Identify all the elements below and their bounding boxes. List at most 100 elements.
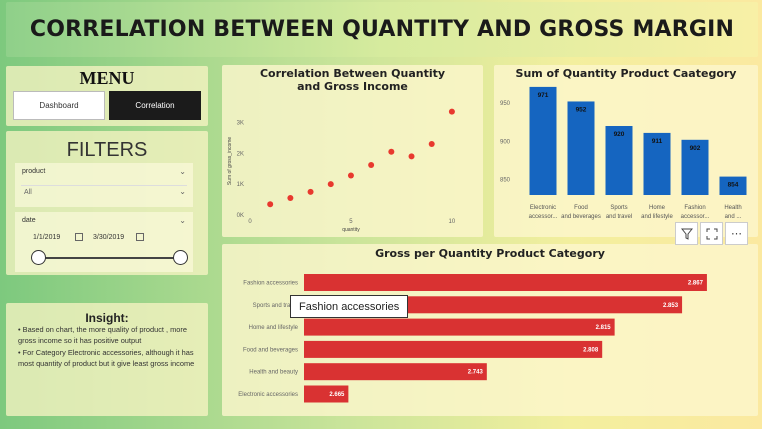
header-banner: CORRELATION BETWEEN QUANTITY AND GROSS M… xyxy=(6,2,758,57)
correlation-button[interactable]: Correlation xyxy=(109,91,201,120)
bar-value-label: 2.665 xyxy=(329,392,345,398)
focus-mode-icon[interactable] xyxy=(700,222,723,245)
x-tick-label: accessor... xyxy=(529,214,558,220)
hbar-chart-title: Gross per Quantity Product Category xyxy=(375,247,605,260)
x-tick-label: 0 xyxy=(248,219,252,225)
insight-list: • Based on chart, the more quality of pr… xyxy=(18,325,206,371)
x-axis-label: quantity xyxy=(342,227,360,233)
bar xyxy=(304,363,487,381)
x-tick-label: 5 xyxy=(349,219,353,225)
menu-title: MENU xyxy=(79,68,135,88)
scatter-chart-title: Correlation Between Quantity and Gross I… xyxy=(259,67,446,93)
product-slicer[interactable]: product ⌄ All ⌄ xyxy=(15,163,193,207)
bar-value-label: 854 xyxy=(728,182,739,189)
y-tick-label: Sports and travel xyxy=(253,303,298,309)
scatter-chart-panel: Correlation Between Quantity and Gross I… xyxy=(222,65,483,237)
bar-value-label: 911 xyxy=(652,138,663,145)
y-tick-label: 900 xyxy=(500,139,511,145)
x-tick-label: Electronic xyxy=(530,205,556,211)
bar-value-label: 2.815 xyxy=(596,325,612,331)
date-collapse-chevron-icon[interactable]: ⌄ xyxy=(179,216,186,225)
scatter-point xyxy=(267,201,274,208)
scatter-point xyxy=(327,181,334,188)
bar xyxy=(304,340,603,358)
bar-value-label: 902 xyxy=(690,145,701,152)
insight-point: • For Category Electronic accessories, a… xyxy=(18,348,195,368)
scatter-point xyxy=(448,108,455,115)
bar xyxy=(529,86,557,195)
bar-value-label: 2.808 xyxy=(583,347,599,353)
bar xyxy=(605,126,633,195)
collapse-chevron-icon[interactable]: ⌄ xyxy=(179,167,186,176)
y-tick-label: 950 xyxy=(500,101,511,107)
y-tick-label: Home and lifestyle xyxy=(249,325,299,331)
insight-point: • Based on chart, the more quality of pr… xyxy=(18,325,187,345)
dropdown-chevron-icon[interactable]: ⌄ xyxy=(179,187,186,196)
end-date-input[interactable]: 3/30/2019 xyxy=(93,234,125,241)
x-tick-label: and travel xyxy=(606,214,632,220)
slicer-divider xyxy=(21,185,187,186)
menu-panel: MENU Dashboard Correlation xyxy=(6,66,208,126)
start-date-input[interactable]: 1/1/2019 xyxy=(33,234,61,241)
x-tick-label: Food xyxy=(574,205,588,211)
bar xyxy=(719,176,747,195)
category-tooltip: Fashion accessories xyxy=(290,295,409,318)
y-tick-label: Health and beauty xyxy=(249,370,298,376)
x-tick-label: Home xyxy=(649,205,666,211)
y-tick-label: 0K xyxy=(237,213,244,219)
date-slicer-label: date xyxy=(22,217,36,224)
insight-title: Insight: xyxy=(85,311,129,325)
x-tick-label: Health xyxy=(724,205,741,211)
date-range-start-handle[interactable] xyxy=(31,250,46,265)
y-tick-label: 850 xyxy=(500,178,511,184)
scatter-point xyxy=(428,141,435,148)
filters-title: FILTERS xyxy=(66,139,148,161)
quantity-bar-chart-panel: Sum of Quantity Product Caategory 850 900… xyxy=(494,65,758,237)
y-tick-label: Electronic accessories xyxy=(238,392,298,398)
bar xyxy=(681,139,709,195)
bar xyxy=(304,318,615,336)
product-slicer-label: product xyxy=(22,168,46,175)
bar-value-label: 920 xyxy=(614,131,625,138)
page-title: CORRELATION BETWEEN QUANTITY AND GROSS M… xyxy=(29,17,735,42)
scatter-point xyxy=(388,148,395,155)
x-tick-label: Fashion xyxy=(684,205,705,211)
dashboard-button[interactable]: Dashboard xyxy=(13,91,105,120)
end-calendar-icon[interactable] xyxy=(136,233,144,241)
quantity-bar-chart: 850 900 950 971 Electronic accessor... 952 Food… xyxy=(500,86,747,220)
bar-value-label: 971 xyxy=(538,92,549,99)
y-tick-label: Fashion accessories xyxy=(243,281,298,287)
date-range-track xyxy=(37,257,179,259)
bar-value-label: 952 xyxy=(576,106,587,113)
scatter-point xyxy=(347,172,354,179)
y-tick-label: Food and beverages xyxy=(243,347,298,353)
gross-bar-chart: Fashion accessories 2.867 Sports and trave… xyxy=(238,274,707,403)
product-dropdown-value[interactable]: All xyxy=(24,189,32,196)
x-tick-label: and lifestyle xyxy=(641,214,673,220)
filter-icon[interactable] xyxy=(675,222,698,245)
y-tick-label: 3K xyxy=(237,120,244,126)
bar-value-label: 2.867 xyxy=(688,281,704,287)
x-tick-label: accessor... xyxy=(681,214,710,220)
bar-value-label: 2.743 xyxy=(468,370,484,376)
x-tick-label: Sports xyxy=(610,205,627,211)
scatter-chart: 0K 1K 2K 3K 0 5 10 quantity Sum of gross_income xyxy=(227,108,456,233)
bar xyxy=(304,274,707,291)
y-axis-label: Sum of gross_income xyxy=(227,137,233,186)
x-tick-label: and beverages xyxy=(561,214,601,220)
scatter-point xyxy=(307,188,314,195)
bar xyxy=(304,385,349,403)
bar-value-label: 2.853 xyxy=(663,303,679,309)
more-options-icon[interactable]: ⋯ xyxy=(725,222,748,245)
bar xyxy=(567,101,595,195)
start-calendar-icon[interactable] xyxy=(75,233,83,241)
bar-chart-title: Sum of Quantity Product Caategory xyxy=(515,67,737,80)
y-tick-label: 2K xyxy=(237,151,244,157)
x-tick-label: 10 xyxy=(449,219,456,225)
date-slicer[interactable]: date ⌄ 1/1/2019 3/30/2019 xyxy=(15,212,193,272)
scatter-point xyxy=(287,195,294,202)
scatter-point xyxy=(368,162,375,169)
x-tick-label: and ... xyxy=(725,214,742,220)
date-range-end-handle[interactable] xyxy=(173,250,188,265)
visual-toolbar: ⋯ xyxy=(675,222,748,245)
